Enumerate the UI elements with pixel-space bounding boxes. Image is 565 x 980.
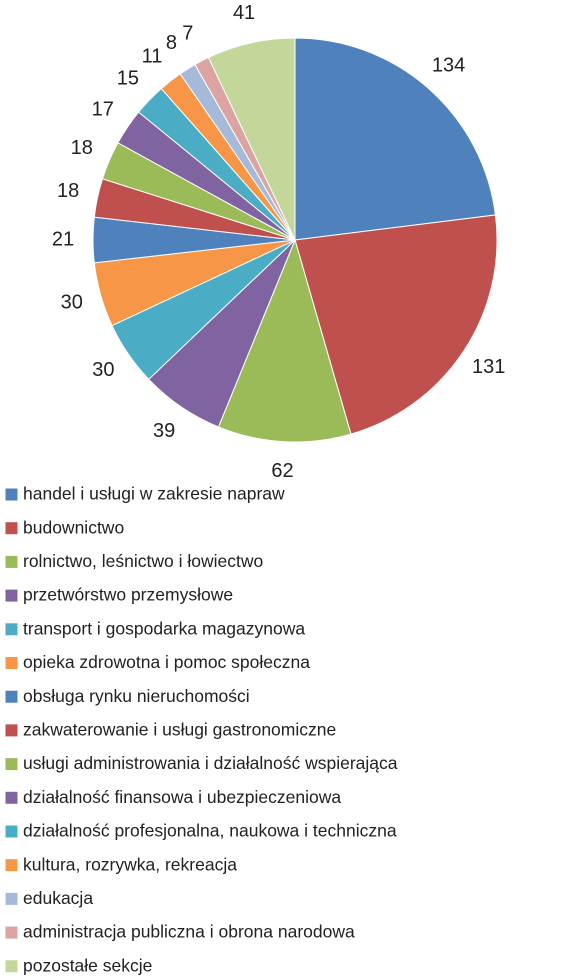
legend-label: pozostałe sekcje xyxy=(23,955,152,975)
legend-swatch xyxy=(4,487,19,502)
data-label: 18 xyxy=(71,137,93,159)
legend-label: opieka zdrowotna i pomoc społeczna xyxy=(23,652,310,672)
legend-label: edukacja xyxy=(23,888,93,908)
legend-label: zakwaterowanie i usługi gastronomiczne xyxy=(23,720,336,740)
data-label: 62 xyxy=(271,460,293,482)
legend-label: transport i gospodarka magazynowa xyxy=(23,618,305,638)
legend-label: rolnictwo, leśnictwo i łowiectwo xyxy=(23,551,263,571)
legend-label: przetwórstwo przemysłowe xyxy=(23,585,233,605)
data-label: 30 xyxy=(92,359,114,381)
legend-swatch xyxy=(4,622,19,637)
legend-label: usługi administrowania i działalność wsp… xyxy=(23,753,398,773)
data-label: 41 xyxy=(233,2,255,24)
legend-label: działalność finansowa i ubezpieczeniowa xyxy=(23,787,341,807)
data-label: 18 xyxy=(57,180,79,202)
data-label: 17 xyxy=(92,98,114,120)
legend-label: kultura, rozrywka, rekreacja xyxy=(23,854,237,874)
data-label: 7 xyxy=(182,23,193,45)
legend-swatch xyxy=(4,656,19,670)
data-label: 8 xyxy=(166,32,177,54)
legend-swatch xyxy=(4,858,19,873)
data-label: 30 xyxy=(61,291,83,313)
legend-swatch xyxy=(4,959,19,974)
pie-slice xyxy=(217,238,352,443)
legend-label: obsługa rynku nieruchomości xyxy=(23,686,250,706)
legend-swatch xyxy=(4,521,19,536)
legend-swatch xyxy=(4,554,19,569)
legend-swatch xyxy=(4,925,19,940)
legend-swatch xyxy=(4,891,19,906)
legend-swatch xyxy=(4,689,19,704)
legend-label: budownictwo xyxy=(23,517,124,537)
pie-slice xyxy=(294,37,497,241)
data-label: 15 xyxy=(117,67,139,89)
legend-label: administracja publiczna i obrona narodow… xyxy=(23,922,355,942)
legend-swatch xyxy=(4,824,19,839)
data-label: 11 xyxy=(142,46,163,68)
legend-swatch xyxy=(4,790,19,805)
pie-slice xyxy=(294,214,498,435)
legend-swatch xyxy=(4,723,19,738)
legend-label: handel i usługi w zakresie napraw xyxy=(23,484,285,504)
data-label: 39 xyxy=(153,420,175,442)
data-label: 134 xyxy=(432,54,465,76)
data-label: 131 xyxy=(472,356,505,378)
pie-slice xyxy=(207,37,296,241)
data-label: 21 xyxy=(52,228,74,250)
legend-swatch xyxy=(4,757,19,772)
legend-label: działalność profesjonalna, naukowa i tec… xyxy=(23,821,397,841)
legend-swatch xyxy=(4,588,19,603)
